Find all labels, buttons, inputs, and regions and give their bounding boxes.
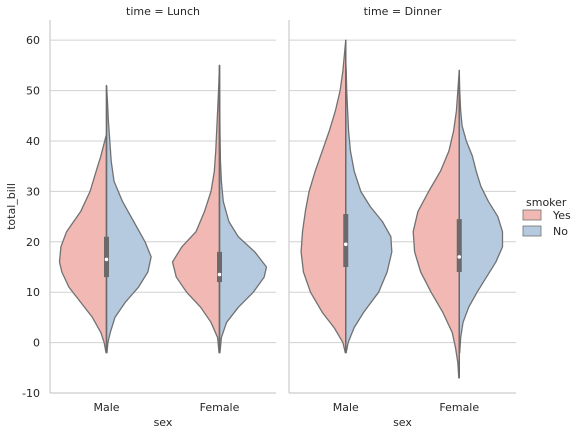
x-tick-label: Female bbox=[200, 401, 240, 414]
iqr-box bbox=[456, 219, 462, 273]
y-tick-label: 10 bbox=[26, 286, 40, 299]
iqr-box bbox=[343, 214, 349, 267]
x-axis-label: sex bbox=[393, 416, 412, 429]
panel-dinner: time = Dinner sex Male Female bbox=[288, 5, 516, 429]
y-tick-label: -10 bbox=[22, 387, 40, 400]
legend-label-no: No bbox=[553, 225, 568, 238]
median-marker bbox=[217, 272, 222, 277]
y-tick-label: 40 bbox=[26, 135, 40, 148]
panel-title: time = Dinner bbox=[364, 5, 442, 18]
y-axis-label: total_bill bbox=[5, 183, 18, 230]
y-tick-label: 20 bbox=[26, 236, 40, 249]
legend-swatch-yes bbox=[522, 209, 542, 221]
panel-title: time = Lunch bbox=[126, 5, 200, 18]
legend-swatch-no bbox=[522, 225, 542, 237]
median-marker bbox=[343, 242, 348, 247]
x-tick-label: Male bbox=[93, 401, 119, 414]
violin-half-no-male bbox=[345, 59, 393, 354]
legend-label-yes: Yes bbox=[552, 209, 571, 222]
violin-half-yes-female bbox=[412, 69, 460, 379]
y-tick-label: 0 bbox=[33, 337, 40, 350]
x-axis-label: sex bbox=[154, 416, 173, 429]
y-tick-label: 30 bbox=[26, 185, 40, 198]
y-tick-label: 60 bbox=[26, 34, 40, 47]
legend-title: smoker bbox=[526, 196, 567, 209]
x-tick-label: Male bbox=[333, 401, 359, 414]
violin-half-yes-male bbox=[300, 39, 347, 354]
median-marker bbox=[104, 257, 109, 262]
violin-half-no-female bbox=[218, 64, 268, 354]
median-marker bbox=[457, 255, 462, 259]
violin-half-no-male bbox=[105, 84, 152, 354]
violin-half-yes-female bbox=[171, 64, 221, 354]
x-tick-label: Female bbox=[439, 401, 479, 414]
violin-half-no-female bbox=[458, 69, 504, 354]
y-tick-label: 50 bbox=[26, 85, 40, 98]
violin-half-yes-male bbox=[58, 135, 108, 354]
panel-lunch: time = Lunch -10 0 10 20 30 40 50 60 total_billse… bbox=[5, 5, 276, 429]
iqr-box bbox=[104, 236, 109, 278]
iqr-box bbox=[217, 251, 222, 283]
